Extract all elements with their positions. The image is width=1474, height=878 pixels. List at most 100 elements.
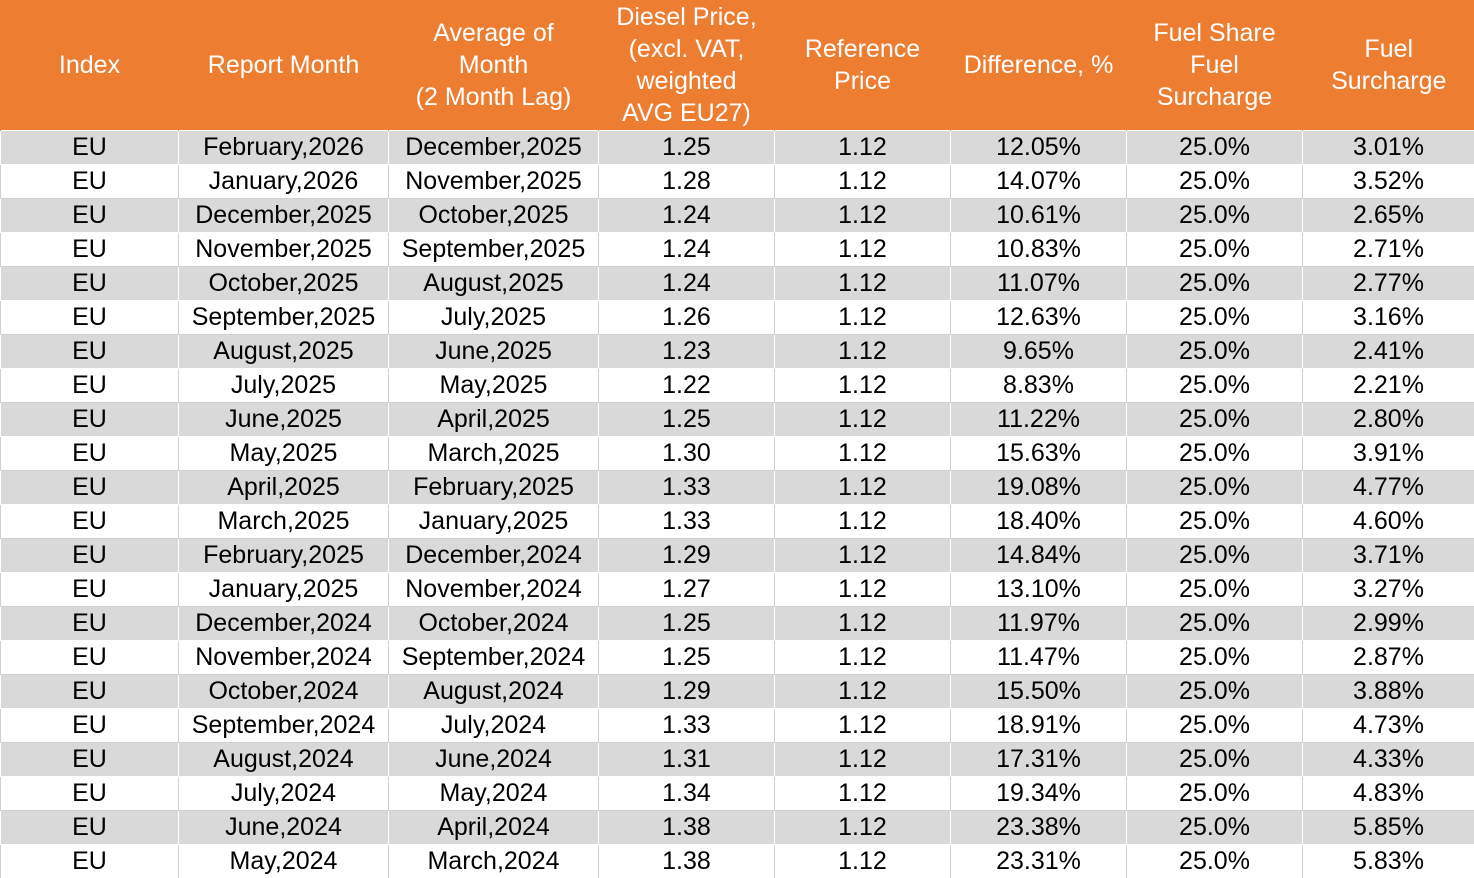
table-cell: 2.41%	[1302, 334, 1474, 369]
table-cell: 25.0%	[1126, 232, 1303, 267]
table-row: EU July,2024 May,2024 1.34 1.12 19.34% 25.0% 4.…	[0, 776, 1474, 811]
table-cell: June,2025	[178, 402, 389, 437]
table-cell: 1.12	[774, 538, 951, 573]
header-cell: Difference, %	[950, 0, 1127, 131]
table-cell: August,2024	[178, 742, 389, 777]
table-cell: 1.25	[598, 402, 775, 437]
table-cell: EU	[0, 232, 179, 267]
table-row: EU June,2024 April,2024 1.38 1.12 23.38% 25.0%…	[0, 810, 1474, 845]
table-cell: EU	[0, 130, 179, 165]
table-cell: 11.47%	[950, 640, 1127, 675]
table-cell: October,2025	[178, 266, 389, 301]
table-cell: 25.0%	[1126, 130, 1303, 165]
table-cell: 1.33	[598, 470, 775, 505]
table-cell: EU	[0, 538, 179, 573]
table-cell: 23.31%	[950, 844, 1127, 878]
table-cell: 25.0%	[1126, 674, 1303, 709]
table-cell: January,2025	[388, 504, 599, 539]
table-cell: 19.08%	[950, 470, 1127, 505]
table-cell: July,2024	[178, 776, 389, 811]
table-row: EU February,2025 December,2024 1.29 1.12 14.8…	[0, 538, 1474, 573]
table-cell: EU	[0, 606, 179, 641]
table-cell: 25.0%	[1126, 742, 1303, 777]
table-cell: 13.10%	[950, 572, 1127, 607]
table-cell: 1.12	[774, 810, 951, 845]
header-cell: Average of Month (2 Month Lag)	[388, 0, 599, 131]
table-cell: 8.83%	[950, 368, 1127, 403]
table-cell: 1.12	[774, 470, 951, 505]
table-cell: June,2024	[388, 742, 599, 777]
table-cell: 25.0%	[1126, 266, 1303, 301]
table-row: EU August,2024 June,2024 1.31 1.12 17.31% 25.0…	[0, 742, 1474, 777]
table-row: EU April,2025 February,2025 1.33 1.12 19.08% 2…	[0, 470, 1474, 505]
table-cell: 3.27%	[1302, 572, 1474, 607]
table-cell: 3.71%	[1302, 538, 1474, 573]
header-cell: Reference Price	[774, 0, 951, 131]
header-cell: Index	[0, 0, 179, 131]
table-cell: 17.31%	[950, 742, 1127, 777]
table-cell: May,2025	[178, 436, 389, 471]
table-cell: 25.0%	[1126, 640, 1303, 675]
table-cell: 1.12	[774, 742, 951, 777]
table-cell: 10.61%	[950, 198, 1127, 233]
table-cell: 25.0%	[1126, 368, 1303, 403]
table-row: EU December,2024 October,2024 1.25 1.12 11.97…	[0, 606, 1474, 641]
table-cell: July,2025	[178, 368, 389, 403]
table-cell: 18.40%	[950, 504, 1127, 539]
table-cell: 25.0%	[1126, 300, 1303, 335]
header-row: Index Report Month Average of Month (2 Mon…	[0, 0, 1474, 131]
table-cell: September,2024	[178, 708, 389, 743]
table-cell: 25.0%	[1126, 606, 1303, 641]
table-cell: 5.85%	[1302, 810, 1474, 845]
table-cell: EU	[0, 742, 179, 777]
table-cell: EU	[0, 674, 179, 709]
table-cell: 1.24	[598, 198, 775, 233]
table-cell: EU	[0, 300, 179, 335]
table-cell: 15.63%	[950, 436, 1127, 471]
table-cell: 2.65%	[1302, 198, 1474, 233]
table-cell: July,2024	[388, 708, 599, 743]
table-cell: December,2024	[388, 538, 599, 573]
header-cell: Fuel Surcharge	[1302, 0, 1474, 131]
table-row: EU June,2025 April,2025 1.25 1.12 11.22% 25.0%…	[0, 402, 1474, 437]
table-cell: 11.22%	[950, 402, 1127, 437]
table-cell: 25.0%	[1126, 164, 1303, 199]
table-cell: 10.83%	[950, 232, 1127, 267]
table-cell: 1.12	[774, 436, 951, 471]
table-row: EU August,2025 June,2025 1.23 1.12 9.65% 25.0%…	[0, 334, 1474, 369]
table-cell: 9.65%	[950, 334, 1127, 369]
table-cell: 14.07%	[950, 164, 1127, 199]
table-cell: 1.12	[774, 300, 951, 335]
table-cell: 1.12	[774, 572, 951, 607]
table-cell: EU	[0, 436, 179, 471]
table-cell: 1.30	[598, 436, 775, 471]
table-row: EU January,2026 November,2025 1.28 1.12 14.07…	[0, 164, 1474, 199]
table-cell: 12.05%	[950, 130, 1127, 165]
table-cell: 3.52%	[1302, 164, 1474, 199]
table-cell: 1.12	[774, 844, 951, 878]
table-cell: 2.99%	[1302, 606, 1474, 641]
table-cell: 1.25	[598, 606, 775, 641]
table-cell: April,2025	[388, 402, 599, 437]
table-cell: 1.12	[774, 164, 951, 199]
table-cell: 4.60%	[1302, 504, 1474, 539]
table-cell: 11.07%	[950, 266, 1127, 301]
table-cell: February,2026	[178, 130, 389, 165]
table-cell: EU	[0, 402, 179, 437]
table-cell: 1.29	[598, 538, 775, 573]
table-cell: 1.12	[774, 606, 951, 641]
table-cell: 1.24	[598, 232, 775, 267]
table-cell: March,2025	[178, 504, 389, 539]
table-cell: August,2025	[178, 334, 389, 369]
table-cell: EU	[0, 164, 179, 199]
table-cell: 1.12	[774, 504, 951, 539]
table-cell: 4.33%	[1302, 742, 1474, 777]
table-cell: EU	[0, 776, 179, 811]
table-cell: 25.0%	[1126, 334, 1303, 369]
table-cell: 19.34%	[950, 776, 1127, 811]
table-cell: 3.91%	[1302, 436, 1474, 471]
table-cell: October,2024	[388, 606, 599, 641]
table-cell: 1.22	[598, 368, 775, 403]
table-cell: April,2025	[178, 470, 389, 505]
